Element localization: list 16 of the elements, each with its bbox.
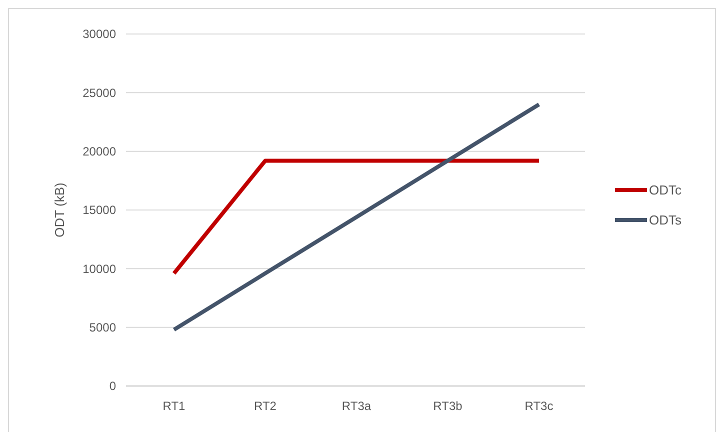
y-tick-label: 30000 (82, 27, 116, 42)
y-tick-label: 10000 (82, 262, 116, 276)
line-series (172, 102, 541, 332)
legend-label: ODTs (649, 212, 682, 228)
y-tick-label: 25000 (82, 86, 116, 100)
y-tick-label: 20000 (82, 144, 116, 159)
x-tick-label: RT1 (162, 399, 186, 413)
y-tick-label: 15000 (82, 203, 116, 218)
legend-label: ODTc (649, 182, 682, 198)
x-tick-label: RT3b (433, 399, 463, 413)
x-tick-label: RT2 (254, 399, 277, 413)
x-tick-label: RT3a (342, 399, 372, 413)
y-tick-label: 5000 (89, 320, 116, 335)
y-axis-title: ODT (kB) (52, 182, 67, 238)
x-tick-label: RT3c (524, 399, 554, 413)
y-tick-label: 0 (109, 379, 116, 394)
